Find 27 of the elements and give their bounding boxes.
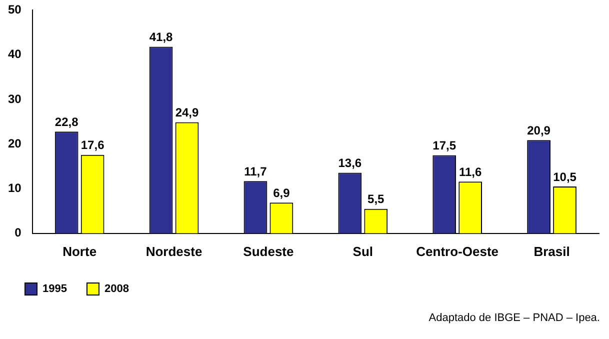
y-tick-label: 10: [8, 181, 22, 196]
x-tick-label: Norte: [62, 244, 97, 259]
y-tick-label: 50: [8, 2, 22, 17]
data-label: 13,6: [338, 156, 362, 170]
text: Adaptado de IBGE – PNAD – Ipea.: [428, 312, 600, 324]
data-label: 11,7: [244, 164, 268, 178]
data-label: 5,5: [368, 192, 385, 206]
legend-label: 1995: [42, 283, 67, 296]
data-label: 17,6: [80, 138, 105, 152]
x-tick-label: Sudeste: [243, 244, 294, 259]
data-label: 11,6: [458, 164, 482, 179]
data-label: 10,5: [553, 170, 577, 184]
y-tick-label: 0: [14, 226, 22, 240]
data-label: 20,9: [527, 123, 551, 138]
x-tick-label: Centro-Oeste: [416, 244, 499, 259]
x-tick-label: Brasil: [534, 244, 570, 259]
data-label: 41,8: [149, 30, 174, 44]
x-tick-label: Nordeste: [146, 244, 202, 259]
data-label: 6,9: [273, 186, 290, 200]
legend-label: 2008: [104, 283, 129, 296]
y-tick-label: 30: [8, 92, 22, 106]
data-label: 24,9: [175, 106, 199, 120]
x-tick-label: Sul: [352, 244, 374, 259]
y-tick-label: 40: [8, 47, 22, 62]
y-tick-label: 20: [8, 136, 22, 150]
data-label: 22,8: [54, 114, 79, 129]
data-label: 17,5: [432, 138, 456, 153]
